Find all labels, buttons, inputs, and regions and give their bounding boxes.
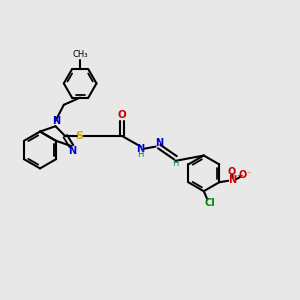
Text: N: N <box>136 144 145 154</box>
Text: N: N <box>229 175 237 185</box>
Text: N: N <box>155 138 163 148</box>
Text: CH₃: CH₃ <box>72 50 88 59</box>
Text: N: N <box>52 116 60 126</box>
Text: Cl: Cl <box>205 198 216 208</box>
Text: O: O <box>239 170 247 180</box>
Text: O: O <box>228 167 236 177</box>
Text: S: S <box>76 130 84 141</box>
Text: H: H <box>172 159 178 168</box>
Text: ⁻: ⁻ <box>247 170 251 179</box>
Text: N: N <box>68 146 76 157</box>
Text: H: H <box>138 149 144 158</box>
Text: O: O <box>118 110 127 120</box>
Text: +: + <box>236 171 243 180</box>
